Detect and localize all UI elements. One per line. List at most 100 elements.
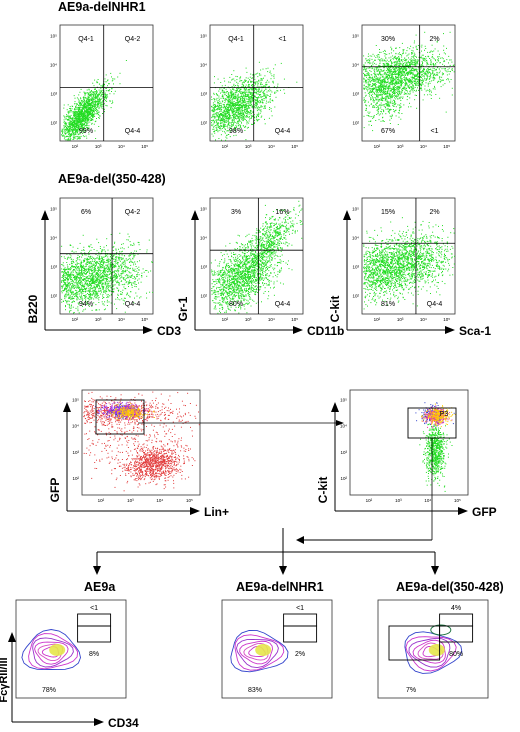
mid-plot-1-xtick: 10³: [95, 317, 102, 322]
gating-plot-gfp-gate-label: P3: [440, 411, 449, 418]
lin-negative-events: [113, 437, 196, 490]
bottom-plot-2-contour-0: [230, 629, 289, 673]
mid-plot-2-q-ul: 3%: [231, 209, 241, 216]
top-plot-2-q-ul: Q4-1: [228, 36, 244, 43]
top-plot-2-ytick: 10²: [200, 120, 207, 125]
mid-plot-1-ytick: 10⁵: [50, 206, 57, 211]
mid-plot-2-ytick: 10⁵: [200, 206, 207, 211]
bottom-plot-3-upper-contour: [430, 624, 452, 636]
mid-plot-1-q-lr: Q4-4: [125, 301, 141, 308]
gating-plot-gfp-xtick: 10⁴: [424, 498, 431, 503]
top-plot-1-xtick: 10²: [72, 144, 79, 149]
top-plot-3-q-ul: 30%: [381, 36, 395, 43]
mid-plot-3-q-ur: 2%: [429, 209, 439, 216]
gating-plot-gfp-ytick: 10⁵: [340, 397, 347, 402]
mid-axes-1: CD3 B220: [26, 210, 181, 338]
top-plot-1-q-lr: Q4-4: [125, 128, 141, 135]
bottom-plot-2-ur-label: <1: [296, 605, 304, 612]
mid-plot-1-ytick: 10²: [50, 293, 57, 298]
top-plot-3-xtick: 10⁵: [443, 144, 450, 149]
top-plot-2-xtick: 10³: [245, 144, 252, 149]
top-plot-1-xtick: 10³: [95, 144, 102, 149]
top-plot-2-xtick: 10⁵: [291, 144, 298, 149]
mid-axes-2-xarrow: [293, 326, 303, 334]
gating-axes-lin-xarrow: [190, 507, 200, 515]
mid-axes-2-ylabel: Gr-1: [176, 296, 190, 321]
mid-plot-3-xtick: 10³: [397, 317, 404, 322]
gating-axes-lin: Lin+ GFP: [48, 402, 229, 519]
section2-title: AE9a-del(350-428): [58, 172, 166, 186]
bottom-plot-3-contour-1: [405, 636, 457, 672]
gating-plot-lin-ytick: 10⁴: [72, 424, 79, 429]
top-plot-2-xtick: 10⁴: [268, 144, 275, 149]
bottom-plot-2-contour-3: [239, 640, 273, 665]
mid-plot-2-ytick: 10³: [200, 264, 207, 269]
gating-plot-lin-xtick: 10²: [98, 498, 105, 503]
gating-axes-gfp: GFP C-kit: [316, 402, 497, 519]
mid-axes-2: CD11b Gr-1: [176, 210, 344, 338]
mid-plot-1-ytick: 10⁴: [50, 235, 57, 240]
top-plot-3-q-lr: <1: [431, 128, 439, 135]
bottom-title-2: AE9a-delNHR1: [236, 580, 324, 594]
top-plot-3-ytick: 10²: [352, 120, 359, 125]
top-plot-2-q-lr: Q4-4: [275, 128, 291, 135]
bottom-plot-2-gate-middle: [283, 625, 318, 643]
gating-plot-lin-ytick: 10³: [72, 450, 79, 455]
bottom-plot-1-contour-0: [21, 629, 81, 671]
bottom-plot-3-ur-label: 4%: [451, 605, 461, 612]
mid-plot-1-ytick: 10³: [50, 264, 57, 269]
bottom-plot-3-ll-label: 7%: [406, 687, 416, 694]
mid-plot-2-ytick: 10²: [200, 293, 207, 298]
gating-axes-lin-xlabel: Lin+: [204, 505, 229, 519]
mid-axes-3-xarrow: [445, 326, 455, 334]
top-plot-2-ytick: 10⁴: [200, 62, 207, 67]
top-plot-2: Q4-1 <1 98% Q4-4 10² 10² 10³ 10³ 10⁴ 10⁴ 10⁵ 10⁵: [200, 24, 304, 149]
gating-plot-gfp-xtick: 10²: [366, 498, 373, 503]
gating-plot-gfp-xtick: 10⁵: [454, 498, 461, 503]
mid-plot-2-ytick: 10⁴: [200, 235, 207, 240]
mid-axes-3: Sca-1 C-kit: [328, 210, 491, 338]
top-plot-2-q-ll: 98%: [229, 128, 243, 135]
bottom-plot-1-core: [49, 643, 66, 656]
connector-arrowhead: [296, 536, 304, 544]
gfp-gated-events-2: [421, 403, 456, 428]
bottom-plot-2: <1 2% 83%: [221, 599, 333, 699]
gating-axes-gfp-yarrow: [331, 402, 339, 412]
top-plot-3-xtick: 10³: [397, 144, 404, 149]
mid-axes-1-xlabel: CD3: [157, 324, 181, 338]
mid-plot-1-xtick: 10⁵: [141, 317, 148, 322]
top-plot-3-ytick: 10³: [352, 91, 359, 96]
mid-plot-1: 6% Q4-2 94% Q4-4 10² 10² 10³ 10³ 10⁴ 10⁴ 10⁵ 10⁵: [50, 197, 154, 322]
mid-plot-1-xtick: 10²: [72, 317, 79, 322]
bottom-plot-3-core: [428, 643, 445, 656]
bottom-plot-3-contour-2: [408, 637, 451, 668]
gating-axes-gfp-ylabel: C-kit: [316, 477, 330, 504]
top-plot-1-ytick: 10⁵: [50, 33, 57, 38]
mid-plot-3-xtick: 10⁵: [443, 317, 450, 322]
mid-plot-2-q-ur: 16%: [276, 209, 290, 216]
gate-transfer-arrowhead: [336, 420, 344, 426]
mid-plot-1-q-ur: Q4-2: [125, 209, 141, 216]
mid-plot-3-ytick: 10⁴: [352, 235, 359, 240]
mid-plot-3-xtick: 10²: [374, 317, 381, 322]
mid-plot-2-q-ll: 80%: [229, 301, 243, 308]
bottom-plot-2-frame: [221, 599, 333, 699]
gating-plot-lin-xtick: 10⁵: [186, 498, 193, 503]
gating-plot-lin-xtick: 10³: [127, 498, 134, 503]
bottom-axes: CD34 FcγRII/III: [0, 632, 139, 730]
branch-arrowhead-3: [431, 566, 439, 575]
top-plot-3-events-1: [363, 58, 430, 132]
bottom-plot-1-gate-middle: [77, 625, 112, 643]
gating-plot-gfp-ytick: 10⁴: [340, 424, 347, 429]
mid-plot-1-events-0: [61, 232, 154, 314]
branch-arrowhead-1: [93, 566, 101, 575]
mid-axes-3-xlabel: Sca-1: [459, 324, 491, 338]
top-plot-3: 30% 2% 67% <1 10² 10² 10³ 10³ 10⁴ 10⁴ 10⁵ 10⁵: [352, 24, 456, 149]
bottom-plot-1-contour-1: [28, 633, 79, 670]
mid-plot-2-events-1: [231, 200, 303, 312]
gating-plot-lin-ytick: 10²: [72, 476, 79, 481]
top-plot-2-q-ur: <1: [279, 36, 287, 43]
bottom-plot-2-ll-label: 83%: [248, 687, 262, 694]
